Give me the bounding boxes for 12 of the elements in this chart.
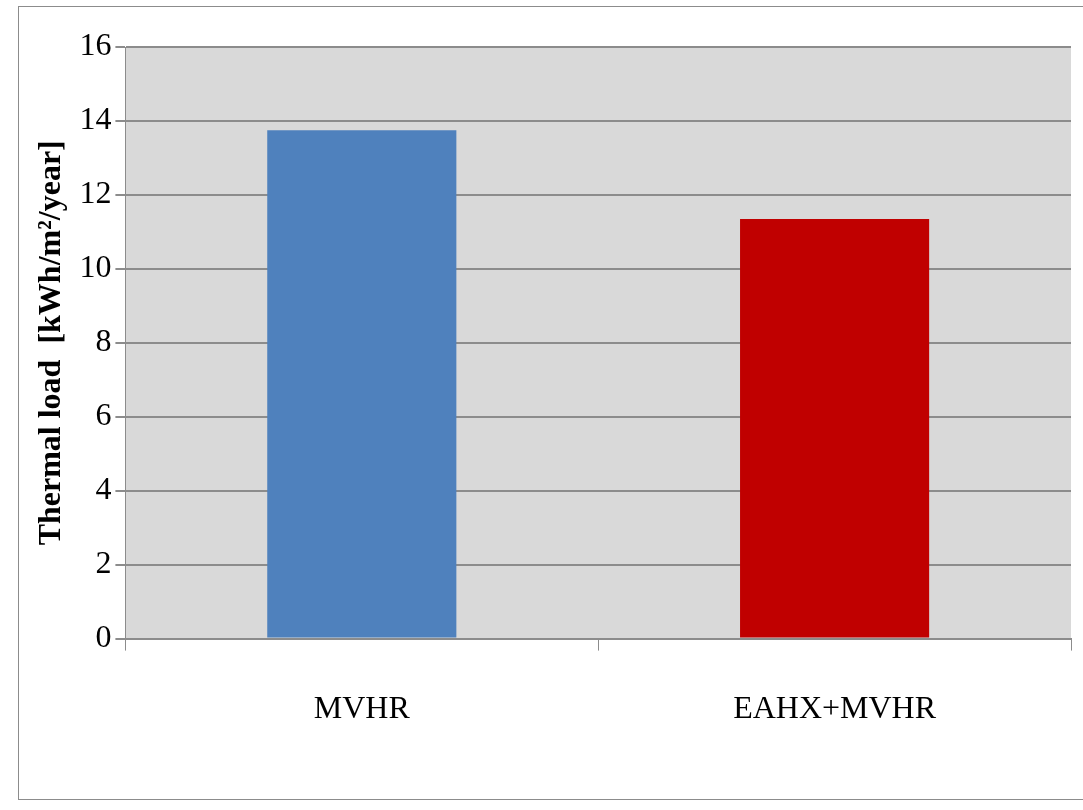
y-tick-label: 12 xyxy=(79,174,112,211)
x-tick-label: MVHR xyxy=(313,689,411,726)
x-tick-label: EAHX+MVHR xyxy=(733,689,937,726)
y-tick-label: 0 xyxy=(95,618,112,655)
y-tick-label: 16 xyxy=(79,26,112,63)
y-tick-label: 4 xyxy=(95,470,112,507)
y-tick-label: 6 xyxy=(95,396,112,433)
y-tick-label: 2 xyxy=(95,544,112,581)
y-tick-label: 8 xyxy=(95,322,112,359)
y-tick-label: 10 xyxy=(79,248,112,285)
y-tick-label: 14 xyxy=(79,100,112,137)
y-axis-title: Thermal load [kWh/m²/year] xyxy=(31,140,68,546)
